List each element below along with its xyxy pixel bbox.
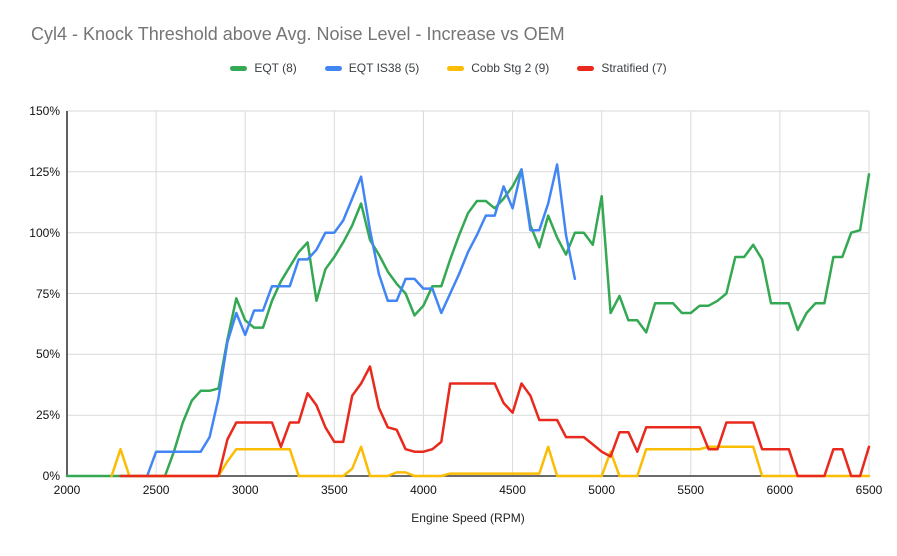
x-axis-tick-label: 6500: [855, 483, 883, 497]
legend-swatch-icon: [447, 65, 465, 71]
legend-item-stratified-7[interactable]: Stratified (7): [577, 61, 667, 75]
x-axis-tick-label: 6000: [766, 483, 794, 497]
x-axis-tick-label: 5000: [588, 483, 615, 497]
legend-label: EQT IS38 (5): [348, 61, 420, 75]
legend-swatch-icon: [230, 65, 248, 71]
legend-item-eqt-8[interactable]: EQT (8): [230, 61, 297, 75]
series-line-eqt-is38-5[interactable]: [137, 163, 577, 478]
legend-item-cobb-stg-2-9[interactable]: Cobb Stg 2 (9): [447, 61, 549, 75]
y-axis-tick-label: 150%: [29, 104, 60, 118]
legend-swatch-icon: [324, 65, 342, 71]
x-axis-tick-label: 5500: [677, 483, 705, 497]
y-axis-tick-label: 0%: [42, 469, 60, 483]
legend-label: Stratified (7): [601, 61, 667, 75]
x-axis-tick-label: 3500: [320, 483, 348, 497]
legend: EQT (8) EQT IS38 (5) Cobb Stg 2 (9) Stratif…: [0, 60, 897, 76]
y-axis-tick-label: 75%: [35, 286, 60, 301]
x-axis-tick-label: 2000: [53, 483, 81, 497]
y-axis-tick-label: 50%: [35, 347, 60, 362]
x-axis-tick-label: 4500: [499, 483, 526, 497]
chart-title: Cyl4 - Knock Threshold above Avg. Noise …: [31, 24, 565, 44]
series-line-cobb-stg-2-9[interactable]: [110, 445, 871, 478]
y-axis-tick-label: 100%: [29, 225, 60, 240]
x-axis-tick-label: 3000: [231, 483, 259, 497]
x-axis-title: Engine Speed (RPM): [411, 511, 525, 525]
x-axis-tick-label: 4000: [410, 483, 437, 497]
legend-swatch-icon: [577, 65, 595, 71]
series-line-stratified-7[interactable]: [119, 365, 871, 478]
legend-label: Cobb Stg 2 (9): [471, 61, 550, 75]
series-line-eqt-8[interactable]: [65, 168, 871, 478]
legend-item-eqt-is38-5[interactable]: EQT IS38 (5): [324, 61, 420, 75]
x-axis-tick-label: 2500: [142, 483, 170, 497]
legend-label: EQT (8): [254, 61, 297, 75]
y-axis-tick-label: 25%: [35, 408, 60, 423]
y-axis-tick-label: 125%: [29, 164, 60, 179]
